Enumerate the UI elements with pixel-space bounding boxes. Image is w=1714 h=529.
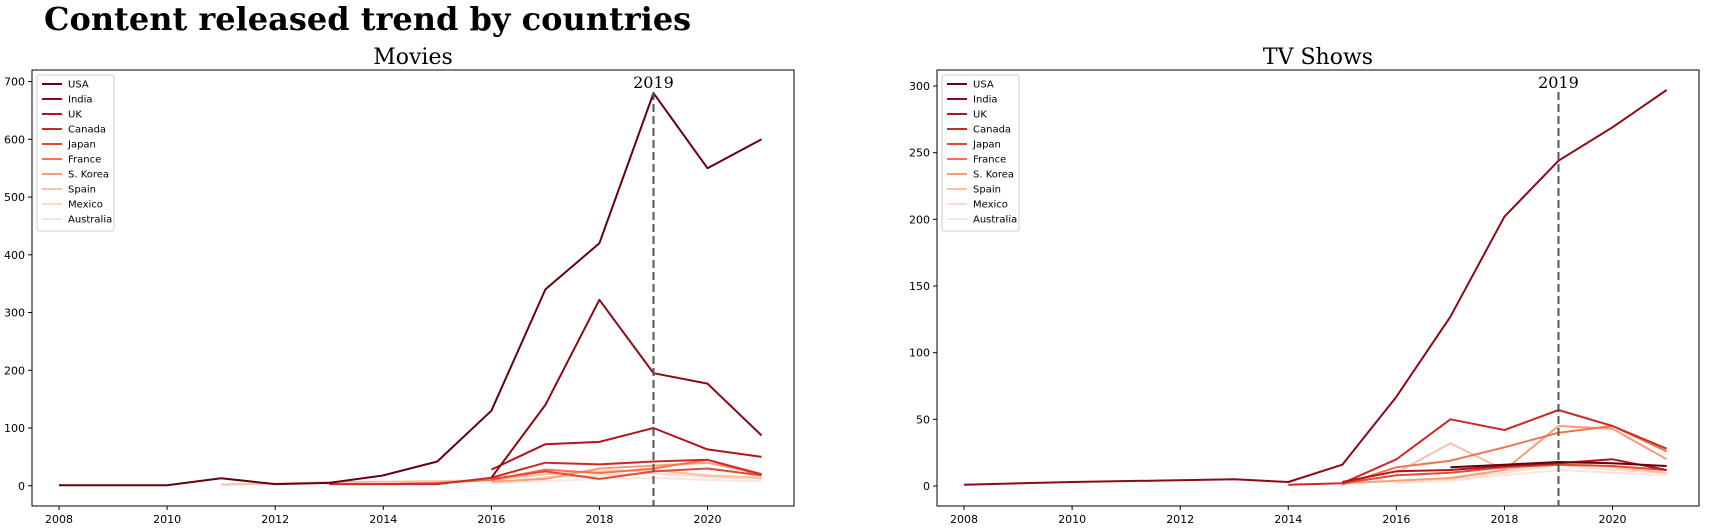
- legend-label-mexico: Mexico: [68, 200, 103, 211]
- series-line-japan: [1342, 463, 1667, 485]
- series-line-australia: [491, 476, 762, 485]
- series-line-mexico: [1396, 463, 1667, 483]
- legend-label-uk: UK: [973, 110, 987, 121]
- series-line-s-korea: [1342, 425, 1668, 485]
- y-tick-label: 300: [4, 307, 25, 320]
- y-tick-label: 400: [4, 249, 25, 262]
- legend-label-japan: Japan: [972, 140, 1001, 151]
- legend-label-australia: Australia: [973, 215, 1017, 226]
- legend-label-usa: USA: [973, 80, 994, 91]
- x-tick-label: 2016: [477, 513, 505, 526]
- legend-label-canada: Canada: [68, 125, 106, 136]
- legend-label-france: France: [68, 155, 101, 166]
- panel-title: TV Shows: [1263, 45, 1373, 70]
- x-tick-label: 2012: [1166, 513, 1194, 526]
- x-tick-label: 2018: [585, 513, 613, 526]
- legend-label-s-korea: S. Korea: [68, 170, 109, 181]
- series-line-uk: [490, 427, 762, 471]
- legend-label-uk: UK: [68, 110, 82, 121]
- x-tick-label: 2008: [45, 513, 73, 526]
- legend-label-france: France: [973, 155, 1006, 166]
- y-tick-label: 150: [909, 280, 930, 293]
- y-tick-label: 200: [4, 364, 25, 377]
- x-tick-label: 2010: [1058, 513, 1086, 526]
- series-line-s-korea: [491, 461, 762, 483]
- panel-title: Movies: [373, 45, 453, 70]
- legend-label-s-korea: S. Korea: [973, 170, 1014, 181]
- x-tick-label: 2012: [261, 513, 289, 526]
- series-line-uk: [1342, 458, 1667, 483]
- plot-frame: [31, 69, 795, 507]
- y-tick-label: 300: [909, 80, 930, 93]
- series-line-japan: [491, 467, 762, 480]
- legend-label-mexico: Mexico: [973, 200, 1008, 211]
- x-tick-label: 2018: [1490, 513, 1518, 526]
- y-tick-label: 100: [909, 347, 930, 360]
- series-line-canada: [329, 458, 762, 486]
- x-tick-label: 2014: [369, 513, 397, 526]
- x-tick-label: 2010: [153, 513, 181, 526]
- series-line-usa: [1450, 461, 1667, 469]
- x-tick-label: 2014: [1274, 513, 1302, 526]
- y-tick-label: 250: [909, 147, 930, 160]
- plot-frame: [936, 69, 1700, 507]
- movies-chart: Movies 2008 2010 2012 2014 2016 2018 2020 0 100 20…: [4, 45, 795, 526]
- legend-label-spain: Spain: [68, 185, 96, 196]
- y-tick-label: 600: [4, 133, 25, 146]
- legend-label-india: India: [68, 95, 93, 106]
- y-tick-label: 0: [18, 480, 25, 493]
- legend-label-spain: Spain: [973, 185, 1001, 196]
- y-tick-label: 50: [916, 413, 930, 426]
- figure-title: Content released trend by countries: [44, 0, 692, 38]
- series-line-australia: [1396, 469, 1667, 485]
- x-tick-label: 2008: [950, 513, 978, 526]
- legend-label-canada: Canada: [973, 125, 1011, 136]
- y-tick-label: 0: [923, 480, 930, 493]
- series-line-usa: [59, 92, 763, 487]
- x-tick-label: 2020: [694, 513, 722, 526]
- x-tick-label: 2016: [1382, 513, 1410, 526]
- legend-label-usa: USA: [68, 80, 89, 91]
- series-line-india: [490, 298, 763, 479]
- annotation-label: 2019: [633, 73, 674, 92]
- y-tick-label: 700: [4, 76, 25, 89]
- legend-label-japan: Japan: [67, 140, 96, 151]
- legend-label-australia: Australia: [68, 215, 112, 226]
- y-tick-label: 100: [4, 422, 25, 435]
- x-tick-label: 2020: [1599, 513, 1627, 526]
- series-line-india: [963, 89, 1668, 486]
- annotation-label: 2019: [1538, 73, 1579, 92]
- legend-label-india: India: [973, 95, 998, 106]
- y-tick-label: 200: [909, 213, 930, 226]
- tv-shows-chart: TV Shows 2008 2010 2012 2014 2016 2018 2020 0 50 1…: [909, 45, 1700, 526]
- y-tick-label: 500: [4, 191, 25, 204]
